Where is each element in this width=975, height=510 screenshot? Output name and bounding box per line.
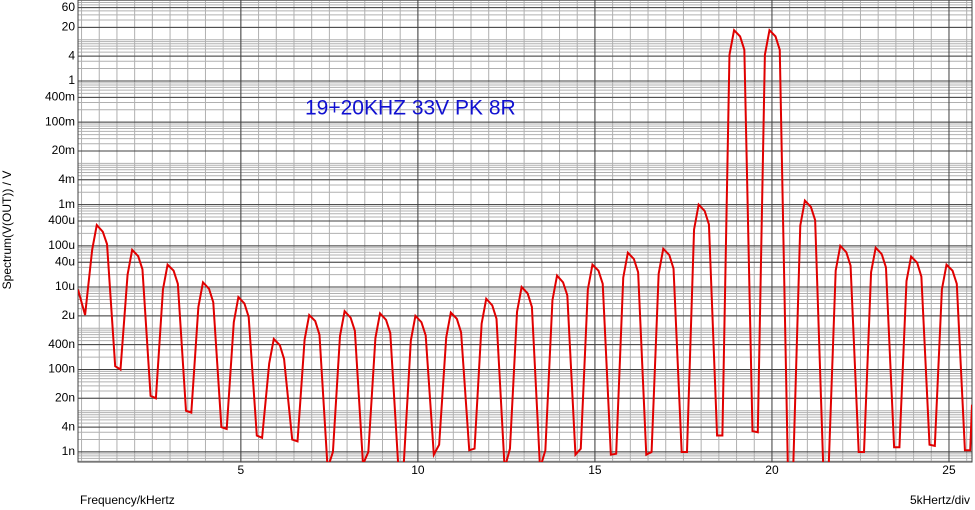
- y-tick-label: 4n: [62, 419, 75, 433]
- x-tick-label: 25: [942, 463, 956, 477]
- y-axis-label: Spectrum(V(OUT)) / V: [0, 171, 14, 290]
- x-tick-label: 5: [238, 463, 245, 477]
- y-tick-label: 40u: [55, 254, 75, 268]
- plot: [78, 28, 972, 462]
- y-tick-label: 60: [62, 0, 76, 14]
- plot-frame: [77, 0, 973, 463]
- annotation: 19+20KHZ 33V PK 8R: [305, 97, 516, 120]
- y-tick-label: 4m: [58, 172, 75, 186]
- y-tick-label: 2u: [62, 308, 75, 322]
- y-tick-label: 4: [68, 48, 75, 62]
- data-line: [78, 28, 972, 462]
- y-tick-label: 400m: [45, 90, 75, 104]
- x-axis-label: Frequency/kHertz: [80, 493, 175, 507]
- y-tick-label: 1: [68, 73, 75, 87]
- y-tick-label: 10u: [55, 279, 75, 293]
- x-tick-label: 15: [588, 463, 602, 477]
- x-tick-label: 10: [411, 463, 425, 477]
- x-scale-label: 5kHertz/div: [910, 493, 970, 507]
- y-tick-label: 1n: [62, 444, 75, 458]
- y-tick-label: 20: [62, 19, 76, 33]
- y-tick-label: 400n: [48, 337, 75, 351]
- y-tick-label: 100u: [48, 238, 75, 252]
- y-tick-label: 1m: [58, 197, 75, 211]
- grid: [77, 0, 973, 463]
- y-tick-label: 100m: [45, 114, 75, 128]
- y-tick-label: 20n: [55, 390, 75, 404]
- y-tick-label: 400u: [48, 213, 75, 227]
- x-tick-label: 20: [765, 463, 779, 477]
- y-tick-label: 100n: [48, 362, 75, 376]
- y-tick-label: 20m: [52, 143, 75, 157]
